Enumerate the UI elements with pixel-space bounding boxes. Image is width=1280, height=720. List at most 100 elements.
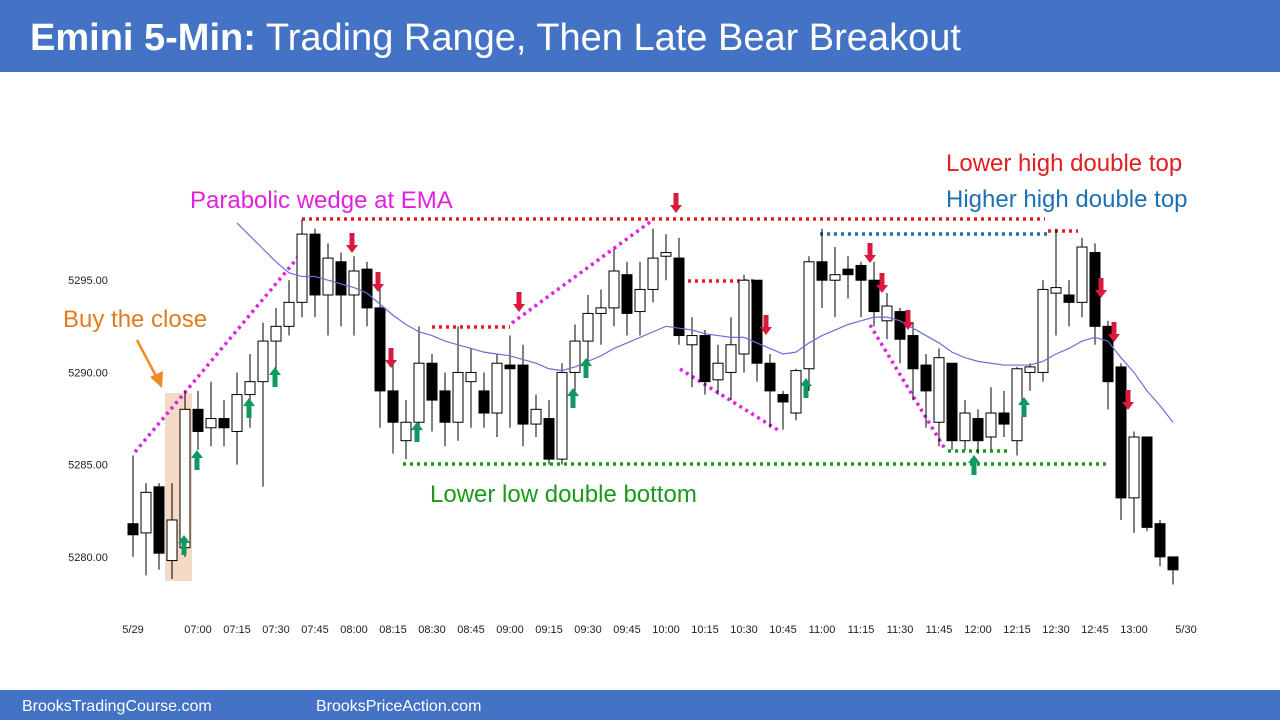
candle-body <box>803 261 815 370</box>
candle-body <box>426 362 438 401</box>
x-tick-label: 09:00 <box>496 624 524 636</box>
annotation: Lower low double bottom <box>430 481 697 508</box>
candle-body <box>218 418 230 429</box>
candle-body <box>751 279 763 364</box>
candle-body <box>647 257 659 290</box>
candle-body <box>153 486 165 554</box>
candle-body <box>309 233 321 296</box>
candle-body <box>816 261 828 281</box>
candle-body <box>127 523 139 536</box>
x-tick-label: 10:00 <box>652 624 680 636</box>
footer-bar <box>0 690 1280 720</box>
sell-arrow <box>1108 322 1120 342</box>
y-tick-label: 5285.00 <box>68 460 108 472</box>
title-lead: Emini 5-Min: <box>30 17 256 59</box>
x-tick-label: 07:00 <box>184 624 212 636</box>
candle-body <box>439 390 451 423</box>
buy-arrow <box>411 422 423 442</box>
candle-body <box>686 335 698 346</box>
x-tick-label: 09:15 <box>535 624 563 636</box>
candle-body <box>1024 366 1036 373</box>
annotation: Lower high double top <box>946 150 1182 177</box>
candle-body <box>283 301 295 327</box>
buy-arrow <box>243 398 255 418</box>
buy-arrow <box>269 367 281 387</box>
x-tick-label: 12:30 <box>1042 624 1070 636</box>
x-tick-label: 10:15 <box>691 624 719 636</box>
x-tick-label: 11:00 <box>809 624 836 636</box>
dotted-line <box>679 367 779 432</box>
x-tick-label: 12:00 <box>964 624 992 636</box>
candle-body <box>595 307 607 314</box>
candle-body <box>673 257 685 337</box>
candle-body <box>387 390 399 423</box>
x-tick-label: 10:30 <box>730 624 758 636</box>
candle-body <box>1141 436 1153 528</box>
candle-body <box>270 325 282 342</box>
candle-body <box>933 357 945 423</box>
candle-body <box>166 519 178 562</box>
y-tick-label: 5295.00 <box>68 275 108 287</box>
candle-body <box>699 335 711 383</box>
candle-body <box>998 412 1010 425</box>
candle-body <box>361 268 373 309</box>
candle-body <box>1037 288 1049 373</box>
sell-arrow <box>346 233 358 253</box>
candle-body <box>894 311 906 340</box>
candle-body <box>868 279 880 313</box>
header-bar <box>0 0 1280 72</box>
candle-body <box>985 412 997 438</box>
x-tick-label: 12:15 <box>1003 624 1031 636</box>
pointer-arrow <box>135 339 160 381</box>
candle-body <box>855 264 867 281</box>
candle-body <box>179 408 191 549</box>
y-tick-label: 5290.00 <box>68 367 108 379</box>
sell-arrow <box>513 292 525 312</box>
candle-body <box>842 268 854 276</box>
candle-body <box>556 371 568 460</box>
sell-arrow <box>760 315 772 335</box>
x-tick-label: 08:15 <box>379 624 407 636</box>
candle-body <box>517 364 529 425</box>
sell-arrow <box>385 348 397 368</box>
footer-link: BrooksTradingCourse.com <box>22 698 212 715</box>
x-tick-label: 12:45 <box>1081 624 1109 636</box>
candle-body <box>1167 556 1179 571</box>
candle-body <box>972 418 984 442</box>
candle-body <box>465 371 477 383</box>
buy-arrow <box>580 358 592 378</box>
candle-body <box>725 344 737 373</box>
buy-arrow <box>1018 397 1030 417</box>
candle-body <box>881 305 893 322</box>
title-text: Trading Range, Then Late Bear Breakout <box>266 17 961 59</box>
candle-body <box>764 362 776 392</box>
candle-body <box>1050 287 1062 294</box>
candle-body <box>400 421 412 442</box>
candle-body <box>621 274 633 314</box>
x-tick-label: 08:30 <box>418 624 446 636</box>
candle-body <box>634 288 646 313</box>
candle-body <box>543 418 555 460</box>
candle-body <box>660 252 672 257</box>
sell-arrow <box>876 273 888 293</box>
pointer-arrow-head <box>150 371 163 388</box>
candle-body <box>530 408 542 425</box>
sell-arrow <box>372 272 384 292</box>
chart-title: Emini 5-Min: Trading Range, Then Late Bea… <box>30 17 961 59</box>
ema-line <box>236 222 1174 423</box>
candle-body <box>1154 523 1166 558</box>
candle-body <box>244 381 256 396</box>
sell-arrow <box>864 243 876 263</box>
x-tick-label: 11:45 <box>926 624 953 636</box>
candle-body <box>257 340 269 383</box>
annotation: Higher high double top <box>946 186 1188 213</box>
candle-body <box>920 364 932 392</box>
x-tick-label: 13:00 <box>1120 624 1148 636</box>
candle-body <box>1115 366 1127 499</box>
sell-arrow <box>902 310 914 330</box>
candle-body <box>1102 325 1114 383</box>
candle-body <box>1128 436 1140 499</box>
dotted-line <box>868 324 947 450</box>
annotation: Parabolic wedge at EMA <box>190 187 453 214</box>
